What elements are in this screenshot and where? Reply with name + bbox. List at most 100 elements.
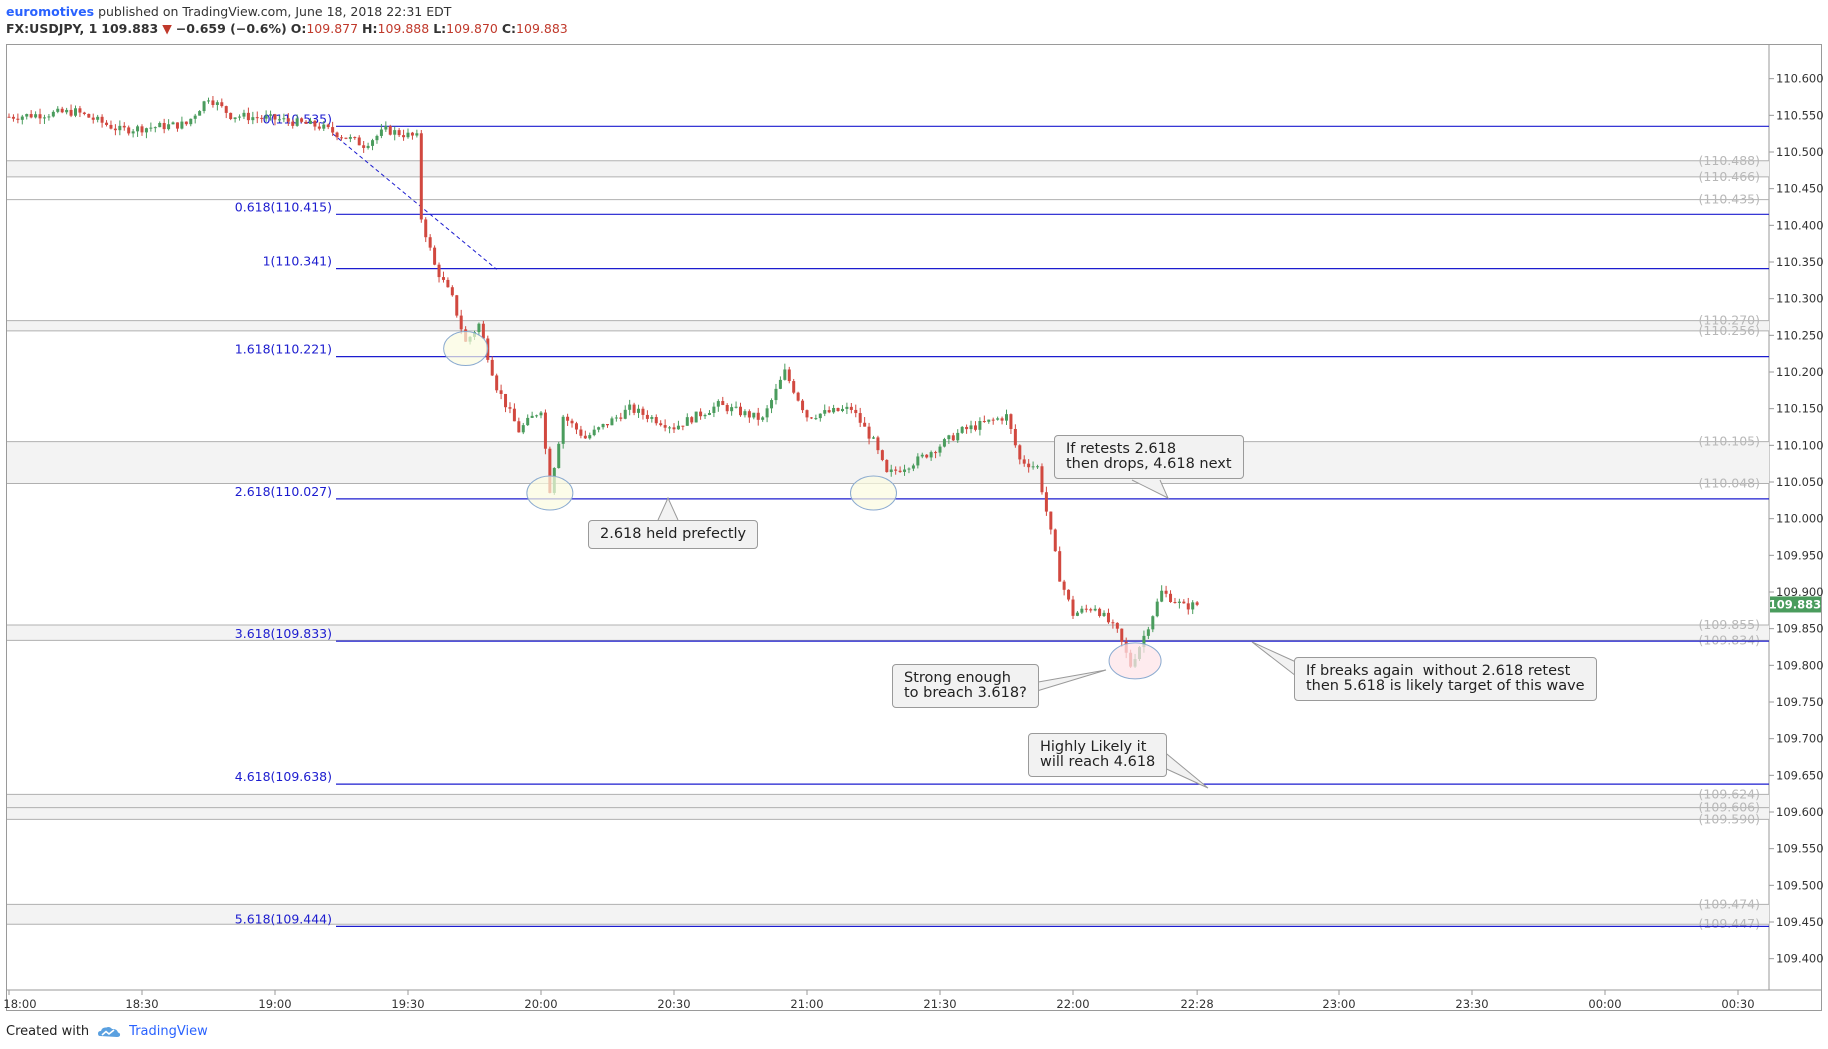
candle-body — [858, 413, 862, 423]
candle-body — [1191, 602, 1195, 610]
callout-likely[interactable]: Highly Likely it will reach 4.618 — [1028, 733, 1168, 777]
candle-body — [379, 129, 383, 136]
callout-breaks[interactable]: If breaks again without 2.618 retest the… — [1294, 657, 1597, 701]
candle-body — [131, 131, 135, 134]
candle-body — [144, 128, 148, 133]
candle-body — [561, 416, 565, 444]
candle-body — [269, 114, 273, 116]
candle-body — [557, 443, 561, 469]
candle-body — [74, 108, 77, 116]
y-tick-label: 110.000 — [1776, 512, 1824, 526]
x-tick-label: 23:00 — [1322, 997, 1355, 1011]
candle-body — [286, 118, 290, 122]
chart-area[interactable] — [6, 44, 1822, 1011]
candle-body — [526, 417, 530, 426]
symbol-line: FX:USDJPY, 1 109.883 ▼ −0.659 (−0.6%) O:… — [6, 20, 568, 37]
candle-body — [65, 109, 69, 113]
highlight-ellipse — [526, 475, 574, 511]
candle-body — [167, 124, 171, 130]
candle-body — [207, 100, 210, 102]
candle-body — [588, 435, 592, 439]
last-price-tag-label: 109.883 — [1769, 597, 1821, 611]
candle-body — [934, 452, 938, 454]
candle-body — [942, 439, 946, 447]
candle-body — [1053, 529, 1057, 552]
candle-body — [410, 132, 414, 136]
fib-level-label: 5.618(109.444) — [235, 911, 332, 926]
candle-body — [1155, 601, 1159, 617]
candle-body — [175, 122, 179, 129]
candle-body — [1173, 602, 1177, 604]
y-tick-label: 109.500 — [1776, 878, 1824, 892]
y-tick-label: 109.900 — [1776, 585, 1824, 599]
candle-body — [610, 418, 614, 426]
candle-body — [1164, 590, 1168, 594]
candle-body — [539, 412, 543, 416]
candle-body — [69, 109, 73, 116]
candle-body — [118, 125, 122, 131]
candle-body — [264, 115, 268, 119]
candle-body — [1013, 428, 1017, 446]
candle-body — [898, 470, 902, 472]
candle-body — [202, 101, 206, 112]
callout-pointer-retest — [1131, 479, 1170, 500]
fib-level-label: 3.618(109.833) — [235, 626, 332, 641]
candle-body — [415, 133, 419, 136]
author-link[interactable]: euromotives — [6, 4, 95, 19]
tradingview-cloud-icon — [98, 1026, 121, 1037]
candle-body — [703, 414, 707, 417]
candle-body — [1031, 466, 1035, 468]
callout-strong[interactable]: Strong enough to breach 3.618? — [892, 664, 1039, 708]
candle-body — [947, 435, 951, 440]
candle-body — [11, 116, 15, 119]
candle-body — [637, 408, 641, 413]
candle-body — [606, 424, 609, 426]
y-tick-label: 109.950 — [1776, 548, 1824, 562]
level-zone-0 — [7, 160, 1769, 177]
candle-body — [184, 121, 188, 125]
tradingview-brand-link[interactable]: TradingView — [129, 1024, 208, 1039]
x-tick-label: 18:00 — [3, 997, 36, 1011]
candle-body — [659, 423, 663, 426]
candle-body — [801, 400, 805, 411]
callout-retest[interactable]: If retests 2.618 then drops, 4.618 next — [1054, 435, 1244, 479]
candle-body — [960, 426, 964, 433]
y-tick-label: 109.800 — [1776, 658, 1824, 672]
candle-body — [441, 277, 445, 280]
candle-body — [238, 116, 242, 118]
candle-body — [765, 408, 769, 418]
candle-body — [459, 315, 463, 330]
symbol-name[interactable]: FX:USDJPY, 1 — [6, 21, 98, 36]
level-zone-1 — [7, 320, 1769, 331]
candle-body — [996, 418, 1000, 420]
candle-body — [730, 407, 734, 412]
published-text: published on TradingView.com, June 18, 2… — [98, 4, 452, 19]
level-zone-4 — [7, 794, 1769, 820]
y-tick-label: 110.050 — [1776, 475, 1824, 489]
y-tick-label: 109.450 — [1776, 915, 1824, 929]
callout-pointer-breaks — [1251, 641, 1297, 677]
horizontal-level-label: (110.105) — [1699, 434, 1760, 449]
candle-body — [388, 126, 392, 135]
highlight-ellipse — [1108, 642, 1162, 680]
candle-body — [189, 118, 193, 125]
callout-pointer-likely — [1159, 749, 1209, 789]
candle-body — [1146, 629, 1150, 636]
candle-body — [193, 115, 197, 119]
horizontal-level-label: (109.834) — [1699, 632, 1760, 647]
candle-body — [863, 422, 867, 427]
candle-body — [690, 417, 694, 423]
callout-held[interactable]: 2.618 held prefectly — [588, 520, 759, 549]
fib-level-label: 1(110.341) — [263, 254, 332, 269]
candle-body — [756, 412, 760, 420]
candle-body — [650, 417, 654, 419]
candle-body — [149, 127, 153, 129]
candle-body — [1075, 612, 1079, 616]
candle-body — [761, 417, 765, 420]
candle-body — [1080, 608, 1084, 613]
highlight-ellipse — [443, 331, 489, 367]
candle-body — [889, 469, 893, 473]
candle-body — [1093, 608, 1097, 611]
candle-body — [579, 429, 583, 436]
